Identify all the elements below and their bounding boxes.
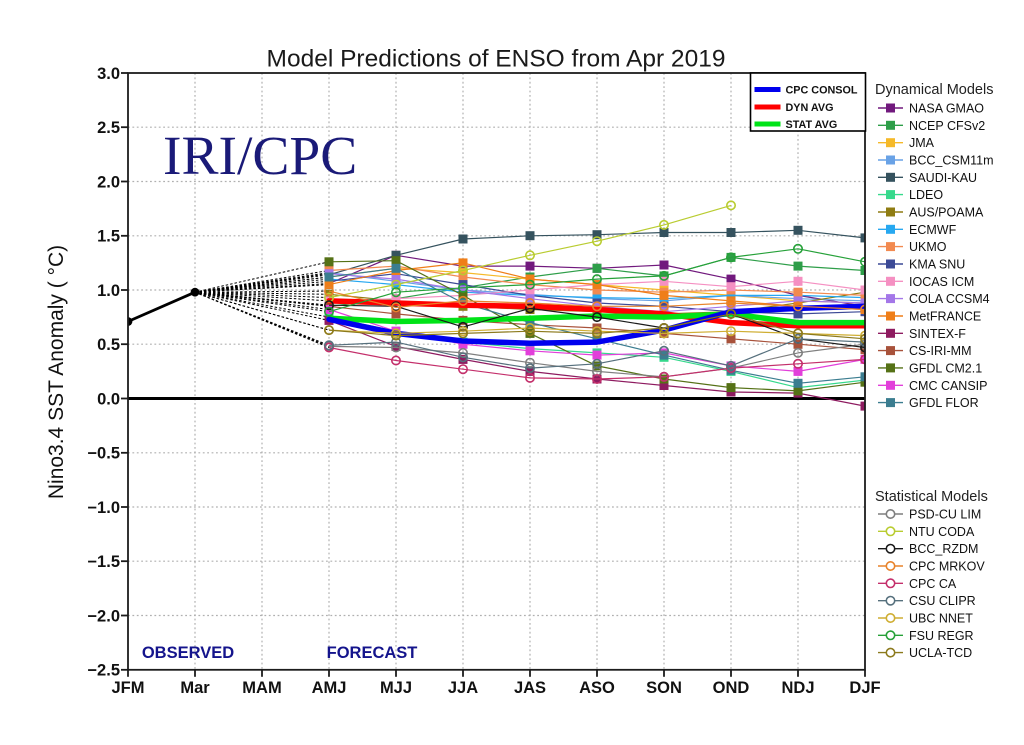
svg-text:UCLA-TCD: UCLA-TCD <box>909 646 972 660</box>
svg-text:STAT AVG: STAT AVG <box>786 119 838 131</box>
svg-text:BCC_CSM11m: BCC_CSM11m <box>909 154 994 168</box>
svg-text:FORECAST: FORECAST <box>327 644 418 662</box>
svg-text:BCC_RZDM: BCC_RZDM <box>909 542 978 556</box>
svg-text:NDJ: NDJ <box>781 679 814 697</box>
svg-text:CMC CANSIP: CMC CANSIP <box>909 379 987 393</box>
svg-text:NCEP CFSv2: NCEP CFSv2 <box>909 119 985 133</box>
svg-text:CSU CLIPR: CSU CLIPR <box>909 594 976 608</box>
svg-text:Mar: Mar <box>180 679 210 697</box>
svg-text:CS-IRI-MM: CS-IRI-MM <box>909 344 972 358</box>
svg-text:−2.5: −2.5 <box>87 662 120 680</box>
svg-text:FSU REGR: FSU REGR <box>909 629 974 643</box>
svg-text:UKMO: UKMO <box>909 240 947 254</box>
svg-text:AUS/POAMA: AUS/POAMA <box>909 206 984 220</box>
svg-text:CPC CA: CPC CA <box>909 577 957 591</box>
svg-text:OND: OND <box>713 679 750 697</box>
svg-text:SON: SON <box>646 679 682 697</box>
svg-text:CPC MRKOV: CPC MRKOV <box>909 560 985 574</box>
svg-text:JMA: JMA <box>909 136 935 150</box>
svg-text:2.5: 2.5 <box>97 119 120 137</box>
svg-text:JFM: JFM <box>112 679 145 697</box>
svg-text:1.5: 1.5 <box>97 228 120 246</box>
svg-text:LDEO: LDEO <box>909 188 943 202</box>
svg-text:MAM: MAM <box>242 679 281 697</box>
svg-text:Dynamical Models: Dynamical Models <box>875 82 993 98</box>
svg-text:ASO: ASO <box>579 679 615 697</box>
svg-text:DJF: DJF <box>849 679 880 697</box>
svg-text:CPC CONSOL: CPC CONSOL <box>786 85 858 97</box>
svg-text:ECMWF: ECMWF <box>909 223 957 237</box>
svg-text:GFDL CM2.1: GFDL CM2.1 <box>909 361 982 375</box>
svg-text:−2.0: −2.0 <box>87 607 120 625</box>
svg-text:−1.0: −1.0 <box>87 499 120 517</box>
svg-text:0.0: 0.0 <box>97 390 120 408</box>
svg-text:OBSERVED: OBSERVED <box>142 644 234 662</box>
svg-text:Model Predictions of ENSO from: Model Predictions of ENSO from Apr 2019 <box>267 46 726 73</box>
svg-text:MetFRANCE: MetFRANCE <box>909 310 981 324</box>
svg-text:2.0: 2.0 <box>97 173 120 191</box>
svg-text:−1.5: −1.5 <box>87 553 120 571</box>
svg-text:IOCAS ICM: IOCAS ICM <box>909 275 974 289</box>
svg-text:MJJ: MJJ <box>380 679 412 697</box>
svg-text:PSD-CU LIM: PSD-CU LIM <box>909 508 981 522</box>
svg-text:COLA CCSM4: COLA CCSM4 <box>909 292 990 306</box>
svg-text:3.0: 3.0 <box>97 65 120 83</box>
svg-text:DYN AVG: DYN AVG <box>786 102 834 114</box>
svg-text:Nino3.4 SST Anomaly ( °C): Nino3.4 SST Anomaly ( °C) <box>45 245 68 499</box>
svg-text:NASA GMAO: NASA GMAO <box>909 102 984 116</box>
svg-text:KMA SNU: KMA SNU <box>909 258 965 272</box>
svg-text:JJA: JJA <box>448 679 478 697</box>
svg-text:JAS: JAS <box>514 679 546 697</box>
svg-text:Statistical Models: Statistical Models <box>875 489 988 505</box>
svg-text:UBC NNET: UBC NNET <box>909 612 973 626</box>
svg-text:1.0: 1.0 <box>97 282 120 300</box>
svg-text:AMJ: AMJ <box>312 679 347 697</box>
svg-text:0.5: 0.5 <box>97 336 120 354</box>
svg-text:IRI/CPC: IRI/CPC <box>163 126 357 187</box>
svg-text:SAUDI-KAU: SAUDI-KAU <box>909 171 977 185</box>
svg-text:GFDL FLOR: GFDL FLOR <box>909 396 979 410</box>
svg-text:NTU CODA: NTU CODA <box>909 525 975 539</box>
svg-text:SINTEX-F: SINTEX-F <box>909 327 966 341</box>
svg-text:−0.5: −0.5 <box>87 445 120 463</box>
